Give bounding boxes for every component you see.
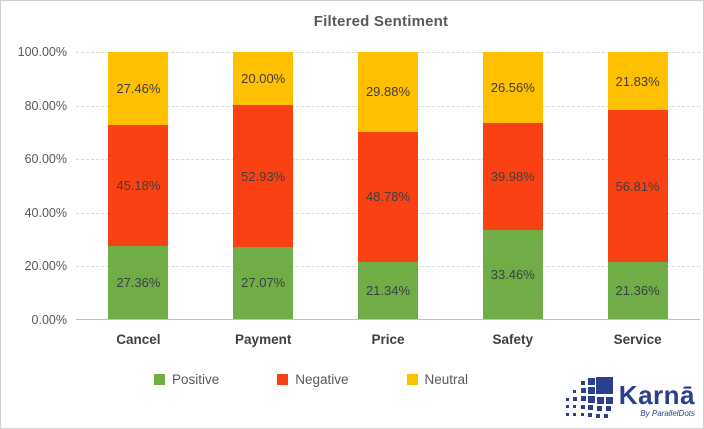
bar-value-label: 27.36% — [116, 274, 161, 290]
bar-value-label: 20.00% — [241, 71, 286, 87]
category-label-payment: Payment — [235, 332, 292, 347]
y-tick-label: 60.00% — [24, 152, 67, 167]
category-label-cancel: Cancel — [116, 332, 161, 347]
bar-segment-positive: 21.34% — [357, 262, 418, 319]
y-tick-label: 80.00% — [24, 98, 67, 113]
bar-value-label: 45.18% — [116, 178, 161, 194]
bar-value-label: 27.07% — [241, 275, 286, 291]
bar-value-label: 21.83% — [615, 73, 660, 89]
bar-segment-negative: 52.93% — [233, 105, 294, 247]
logo-brand-text: Karnā — [618, 380, 695, 410]
chart-title: Filtered Sentiment — [313, 13, 449, 30]
bar-value-label: 56.81% — [615, 178, 660, 194]
bar-column-cancel: 27.46% 45.18% 27.36% — [76, 52, 201, 319]
bar-safety: 26.56% 39.98% 33.46% — [482, 52, 543, 319]
bar-segment-negative: 45.18% — [108, 125, 169, 246]
plot-area: 27.46% 45.18% 27.36% 20.00% 52.93% 27.07% 29.8… — [76, 52, 700, 320]
bar-column-service: 21.83% 56.81% 21.36% — [575, 52, 700, 319]
bar-column-payment: 20.00% 52.93% 27.07% — [201, 52, 326, 319]
bar-segment-positive: 27.07% — [233, 246, 294, 319]
y-tick-label: 100.00% — [17, 45, 67, 59]
bar-segment-neutral: 29.88% — [357, 52, 418, 132]
bar-value-label: 29.88% — [365, 84, 411, 100]
karna-logo-icon — [565, 377, 613, 418]
logo-text-block: Karnā By ParallelDots — [619, 382, 695, 418]
bar-payment: 20.00% 52.93% 27.07% — [233, 52, 294, 319]
legend-item-positive: Positive — [153, 372, 220, 387]
legend-label-neutral: Neutral — [424, 372, 469, 387]
category-label-price: Price — [371, 332, 405, 347]
bar-segment-positive: 27.36% — [108, 245, 169, 319]
legend-item-neutral: Neutral — [406, 372, 469, 387]
bar-price: 29.88% 48.78% 21.34% — [357, 52, 418, 319]
bar-value-label: 48.78% — [365, 189, 411, 205]
y-axis: 0.00% 20.00% 40.00% 60.00% 80.00% 100.00% — [1, 45, 67, 327]
bar-segment-positive: 21.36% — [607, 261, 668, 319]
bar-service: 21.83% 56.81% 21.36% — [607, 52, 668, 319]
negative-swatch-icon — [277, 374, 289, 385]
bar-column-safety: 26.56% 39.98% 33.46% — [450, 52, 575, 319]
bar-value-label: 39.98% — [490, 168, 535, 184]
bar-value-label: 27.46% — [116, 81, 161, 97]
legend-label-negative: Negative — [295, 372, 349, 387]
bar-segment-negative: 56.81% — [607, 110, 668, 262]
y-tick-label: 0.00% — [31, 313, 67, 327]
bars: 27.46% 45.18% 27.36% 20.00% 52.93% 27.07% 29.8… — [76, 52, 700, 319]
legend-item-negative: Negative — [277, 372, 349, 387]
bar-segment-neutral: 26.56% — [482, 52, 543, 123]
bar-segment-negative: 48.78% — [357, 131, 418, 262]
x-axis-labels: Cancel Payment Price Safety Service — [76, 332, 700, 354]
bar-value-label: 52.93% — [241, 168, 286, 184]
bar-column-price: 29.88% 48.78% 21.34% — [326, 52, 451, 319]
category-label-safety: Safety — [492, 332, 534, 347]
bar-value-label: 26.56% — [490, 79, 535, 95]
bar-segment-neutral: 21.83% — [607, 52, 668, 111]
bar-segment-negative: 39.98% — [482, 122, 543, 230]
legend: Positive Negative Neutral — [76, 372, 546, 387]
bar-segment-neutral: 20.00% — [233, 52, 294, 106]
bar-value-label: 21.34% — [365, 282, 411, 298]
bar-cancel: 27.46% 45.18% 27.36% — [108, 52, 169, 319]
bar-segment-positive: 33.46% — [482, 229, 543, 319]
logo-byline-text: By ParallelDots — [640, 409, 695, 418]
bar-value-label: 33.46% — [490, 266, 535, 282]
positive-swatch-icon — [153, 374, 165, 385]
bar-value-label: 21.36% — [615, 282, 660, 298]
neutral-swatch-icon — [406, 374, 418, 385]
bar-segment-neutral: 27.46% — [108, 52, 169, 126]
y-tick-label: 40.00% — [24, 205, 67, 220]
legend-label-positive: Positive — [171, 372, 220, 387]
y-tick-label: 20.00% — [24, 259, 67, 274]
category-label-service: Service — [613, 332, 662, 347]
karna-logo: Karnā By ParallelDots — [564, 377, 695, 423]
